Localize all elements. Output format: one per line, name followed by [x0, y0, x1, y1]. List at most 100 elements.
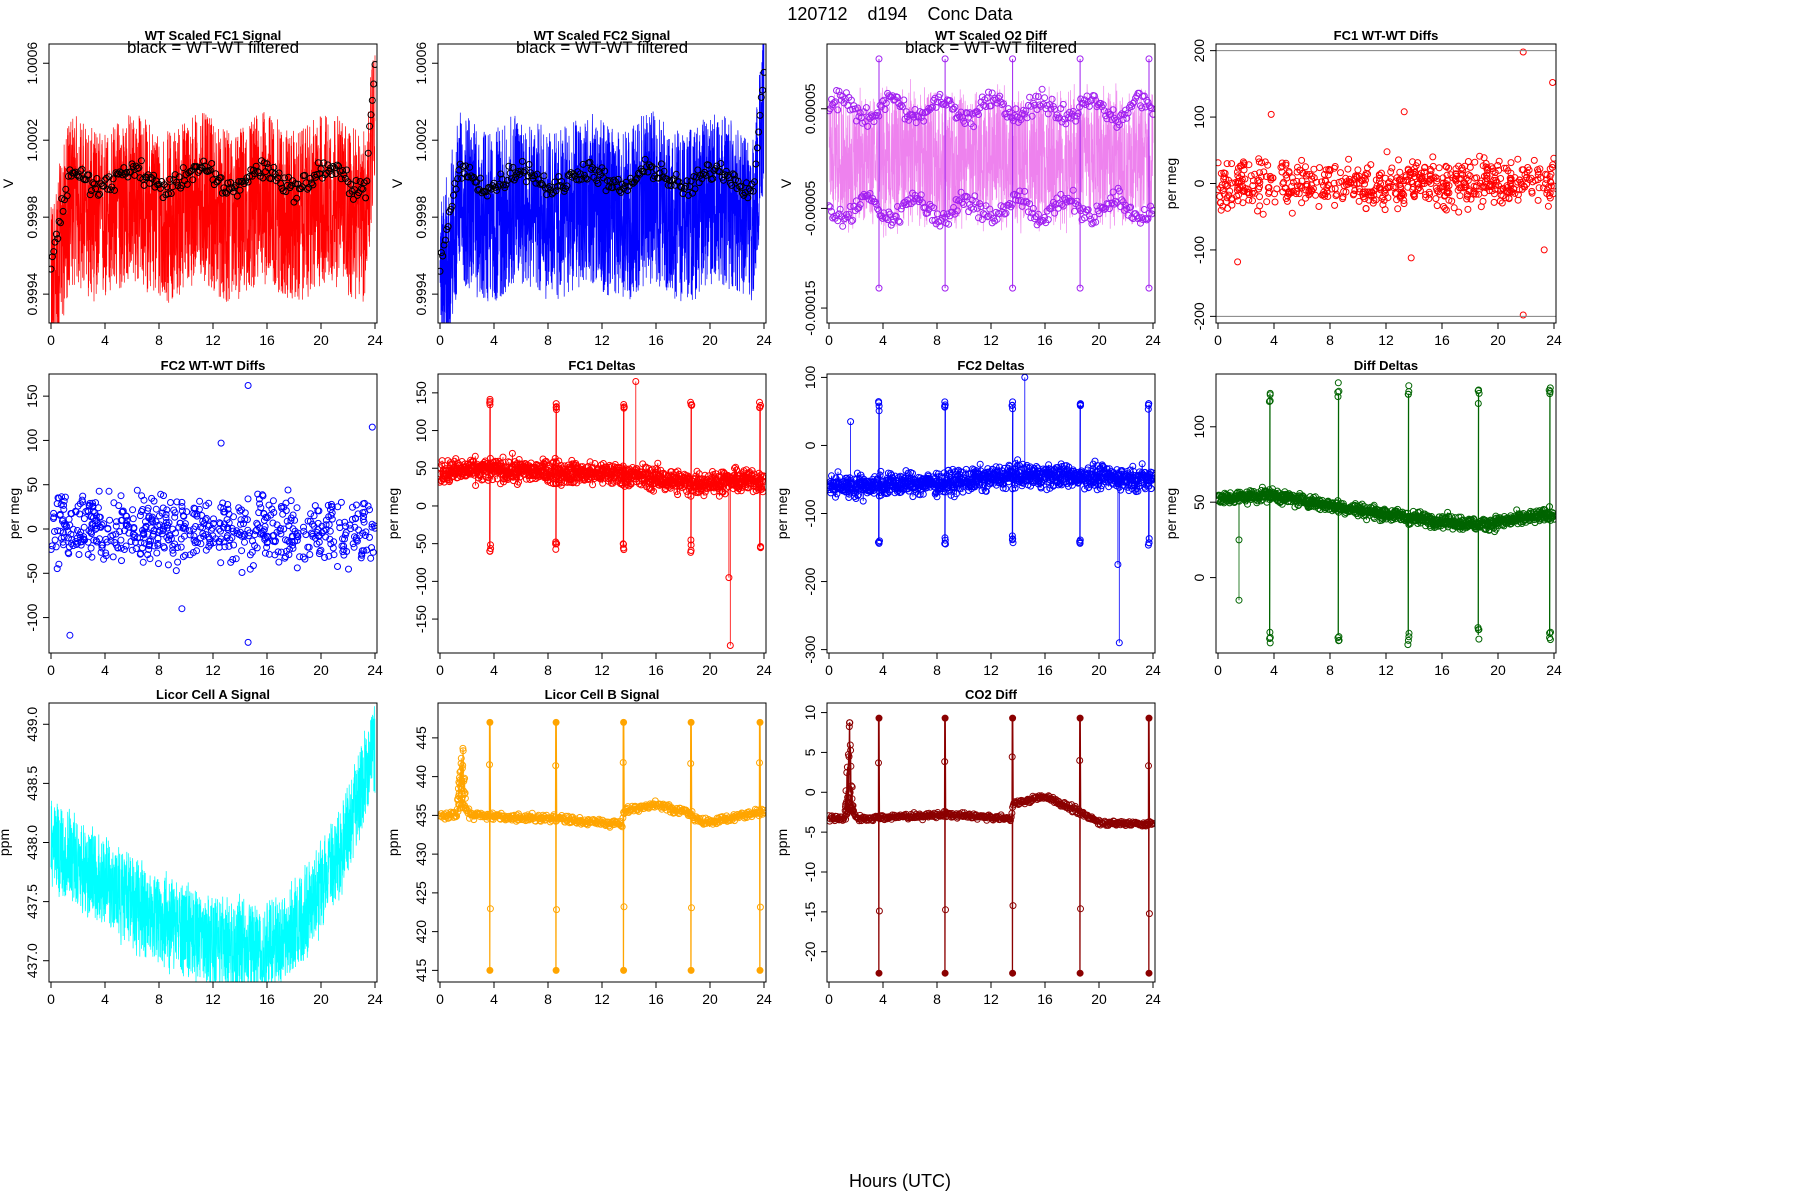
cal-point	[875, 402, 883, 410]
filtered-point	[233, 192, 241, 200]
y-tick-label: -150	[413, 605, 429, 633]
x-tick-label: 8	[933, 332, 941, 348]
upper-filtered-point	[1023, 114, 1031, 122]
upper-filtered-point	[1028, 112, 1036, 120]
scatter-point	[256, 500, 264, 508]
cal-point	[1009, 539, 1017, 547]
filtered-point	[760, 68, 766, 76]
y-tick-label: 100	[24, 429, 40, 453]
filtered-point	[109, 175, 117, 183]
scatter-point	[65, 550, 73, 558]
lower-filtered-point	[1024, 208, 1032, 216]
delta-point	[654, 459, 662, 467]
scatter-point	[1240, 161, 1248, 169]
scatter-point	[130, 524, 138, 531]
lower-filtered-point	[975, 214, 982, 222]
outlier-point	[1519, 311, 1527, 319]
scatter-point	[1479, 197, 1487, 205]
filtered-point	[666, 177, 673, 185]
scatter-point	[180, 532, 188, 540]
scatter-point	[72, 507, 79, 515]
scatter-point	[176, 519, 184, 527]
upper-filtered-point	[881, 106, 889, 113]
filtered-point	[62, 185, 70, 193]
scatter-point	[162, 511, 170, 518]
filtered-point	[90, 180, 98, 188]
filtered-point	[466, 163, 474, 171]
scatter-point	[1267, 176, 1275, 184]
scatter-point	[129, 506, 137, 514]
outlier-point	[1115, 639, 1123, 647]
scatter-point	[1456, 184, 1464, 192]
scatter-point	[261, 549, 269, 557]
scatter-point	[1476, 152, 1484, 160]
filtered-point	[88, 187, 95, 195]
x-tick-label: 24	[1145, 332, 1161, 348]
scatter-point	[1491, 169, 1499, 177]
filtered-point	[49, 265, 55, 273]
filtered-point	[352, 177, 360, 184]
scatter-point	[1490, 190, 1498, 198]
filtered-point	[329, 163, 337, 170]
scatter-point	[1228, 201, 1236, 209]
scatter-point	[251, 542, 259, 549]
filtered-point	[675, 178, 683, 186]
scatter-point	[197, 540, 205, 548]
filtered-point	[441, 236, 449, 244]
filtered-point	[164, 190, 172, 198]
scatter-point	[284, 537, 292, 545]
scatter-point	[53, 565, 61, 573]
scatter-point	[368, 544, 375, 552]
scatter-point	[228, 525, 236, 532]
scatter-point	[294, 529, 302, 537]
filtered-point	[366, 122, 374, 130]
upper-filtered-point	[1022, 107, 1030, 115]
upper-filtered-point	[1119, 116, 1127, 123]
delta-point	[1088, 468, 1096, 475]
lower-filtered-point	[1088, 220, 1096, 228]
scatter-point	[1395, 156, 1402, 164]
scatter-point	[368, 523, 376, 531]
cal-point	[688, 401, 696, 409]
scatter-point	[1534, 196, 1542, 204]
scatter-point	[1514, 196, 1522, 204]
scatter-point	[118, 557, 125, 565]
y-tick-label: -200	[802, 567, 818, 595]
lower-filtered-point	[1029, 205, 1037, 212]
scatter-point	[1331, 201, 1339, 209]
scatter-point	[190, 536, 198, 544]
scatter-point	[286, 545, 293, 553]
scatter-point	[318, 529, 326, 537]
filtered-point	[371, 61, 377, 68]
filtered-point	[93, 175, 101, 182]
scatter-point	[1435, 164, 1443, 172]
signal-line	[50, 55, 376, 323]
scatter-point	[367, 554, 375, 562]
delta-point	[916, 491, 924, 499]
upper-filtered-point	[951, 103, 959, 111]
filtered-point	[509, 163, 517, 171]
x-tick-label: 4	[101, 332, 109, 348]
scatter-point	[238, 569, 246, 576]
scatter-point	[326, 527, 334, 535]
outlier-point	[1234, 258, 1242, 266]
delta-point	[489, 476, 497, 484]
x-tick-label: 20	[1091, 662, 1107, 678]
scatter-point	[145, 514, 153, 522]
scatter-point	[1502, 164, 1510, 172]
y-tick-label: 0	[802, 441, 818, 449]
cal-point	[1009, 405, 1017, 413]
scatter-point	[200, 532, 208, 540]
scatter-point	[300, 523, 307, 531]
filtered-point	[349, 195, 357, 203]
outlier-point	[1114, 561, 1122, 568]
lower-filtered-point	[839, 222, 847, 230]
filtered-point	[255, 169, 263, 177]
lower-filtered-point	[827, 202, 833, 210]
lower-filtered-point	[1100, 205, 1108, 213]
delta-point	[471, 452, 479, 460]
y-tick-label: -200	[1191, 302, 1207, 330]
lower-filtered-point	[972, 198, 980, 206]
outlier-point	[66, 631, 74, 639]
